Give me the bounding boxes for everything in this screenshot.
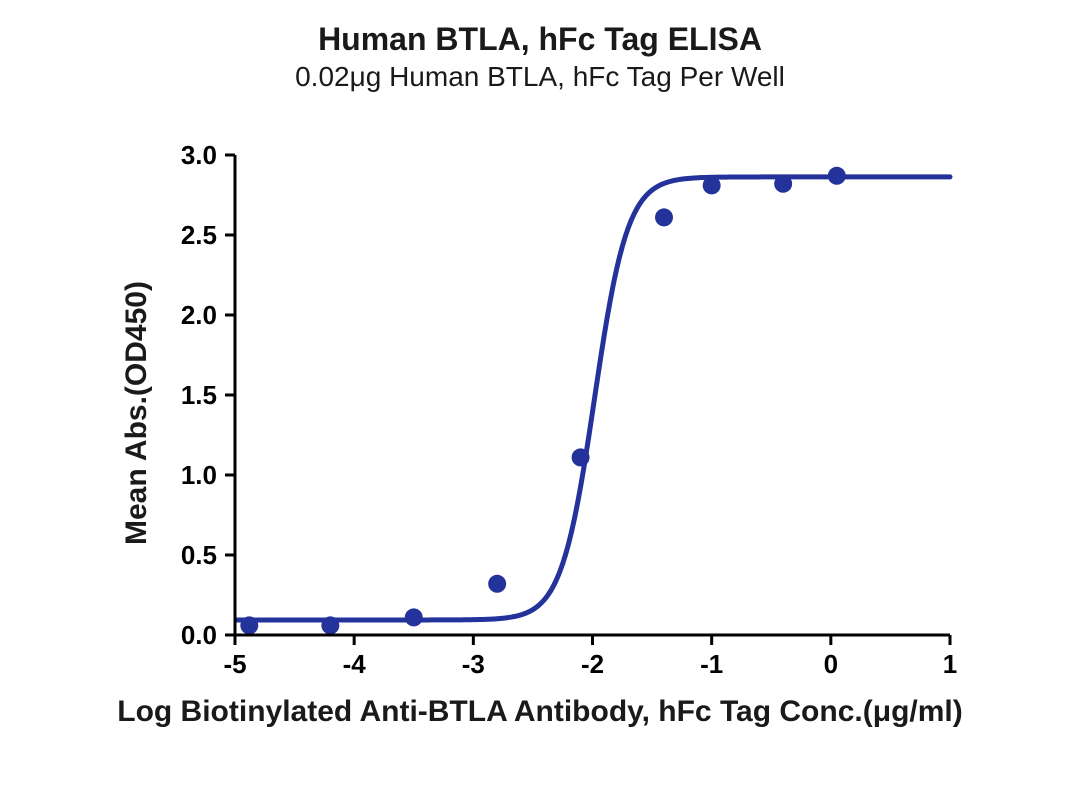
x-tick-label: 1	[943, 649, 957, 679]
data-point	[828, 167, 846, 185]
x-tick-label: -5	[223, 649, 246, 679]
data-point	[240, 616, 258, 634]
x-tick-label: 0	[824, 649, 838, 679]
titles-block: Human BTLA, hFc Tag ELISA 0.02μg Human B…	[0, 20, 1080, 94]
x-tick-label: -4	[343, 649, 367, 679]
x-tick-label: -1	[700, 649, 723, 679]
y-axis-label: Mean Abs.(OD450)	[120, 281, 154, 545]
y-tick-label: 2.5	[181, 220, 217, 250]
chart-subtitle: 0.02μg Human BTLA, hFc Tag Per Well	[0, 60, 1080, 94]
plot-area: 0.0 0.5 1.0 1.5 2.0 2.5 3.0 -5 -4 -3 -2 -1 0 1 Mean A…	[60, 135, 1020, 755]
data-point	[774, 175, 792, 193]
y-tick-label: 3.0	[181, 140, 217, 170]
y-tick-label: 2.0	[181, 300, 217, 330]
x-tick-label: -2	[581, 649, 604, 679]
chart-container: Human BTLA, hFc Tag ELISA 0.02μg Human B…	[0, 0, 1080, 791]
data-point	[572, 448, 590, 466]
data-point	[488, 575, 506, 593]
chart-title: Human BTLA, hFc Tag ELISA	[0, 20, 1080, 58]
y-tick-label: 1.5	[181, 380, 217, 410]
x-axis-label: Log Biotinylated Anti-BTLA Antibody, hFc…	[60, 695, 1020, 729]
y-tick-label: 0.5	[181, 540, 217, 570]
data-point	[703, 176, 721, 194]
y-tick-label: 0.0	[181, 620, 217, 650]
data-point	[321, 616, 339, 634]
data-point	[655, 208, 673, 226]
fit-curve	[235, 177, 950, 620]
x-tick-label: -3	[462, 649, 485, 679]
data-point	[405, 608, 423, 626]
y-tick-label: 1.0	[181, 460, 217, 490]
plot-svg: 0.0 0.5 1.0 1.5 2.0 2.5 3.0 -5 -4 -3 -2 -1 0 1	[60, 135, 1020, 755]
